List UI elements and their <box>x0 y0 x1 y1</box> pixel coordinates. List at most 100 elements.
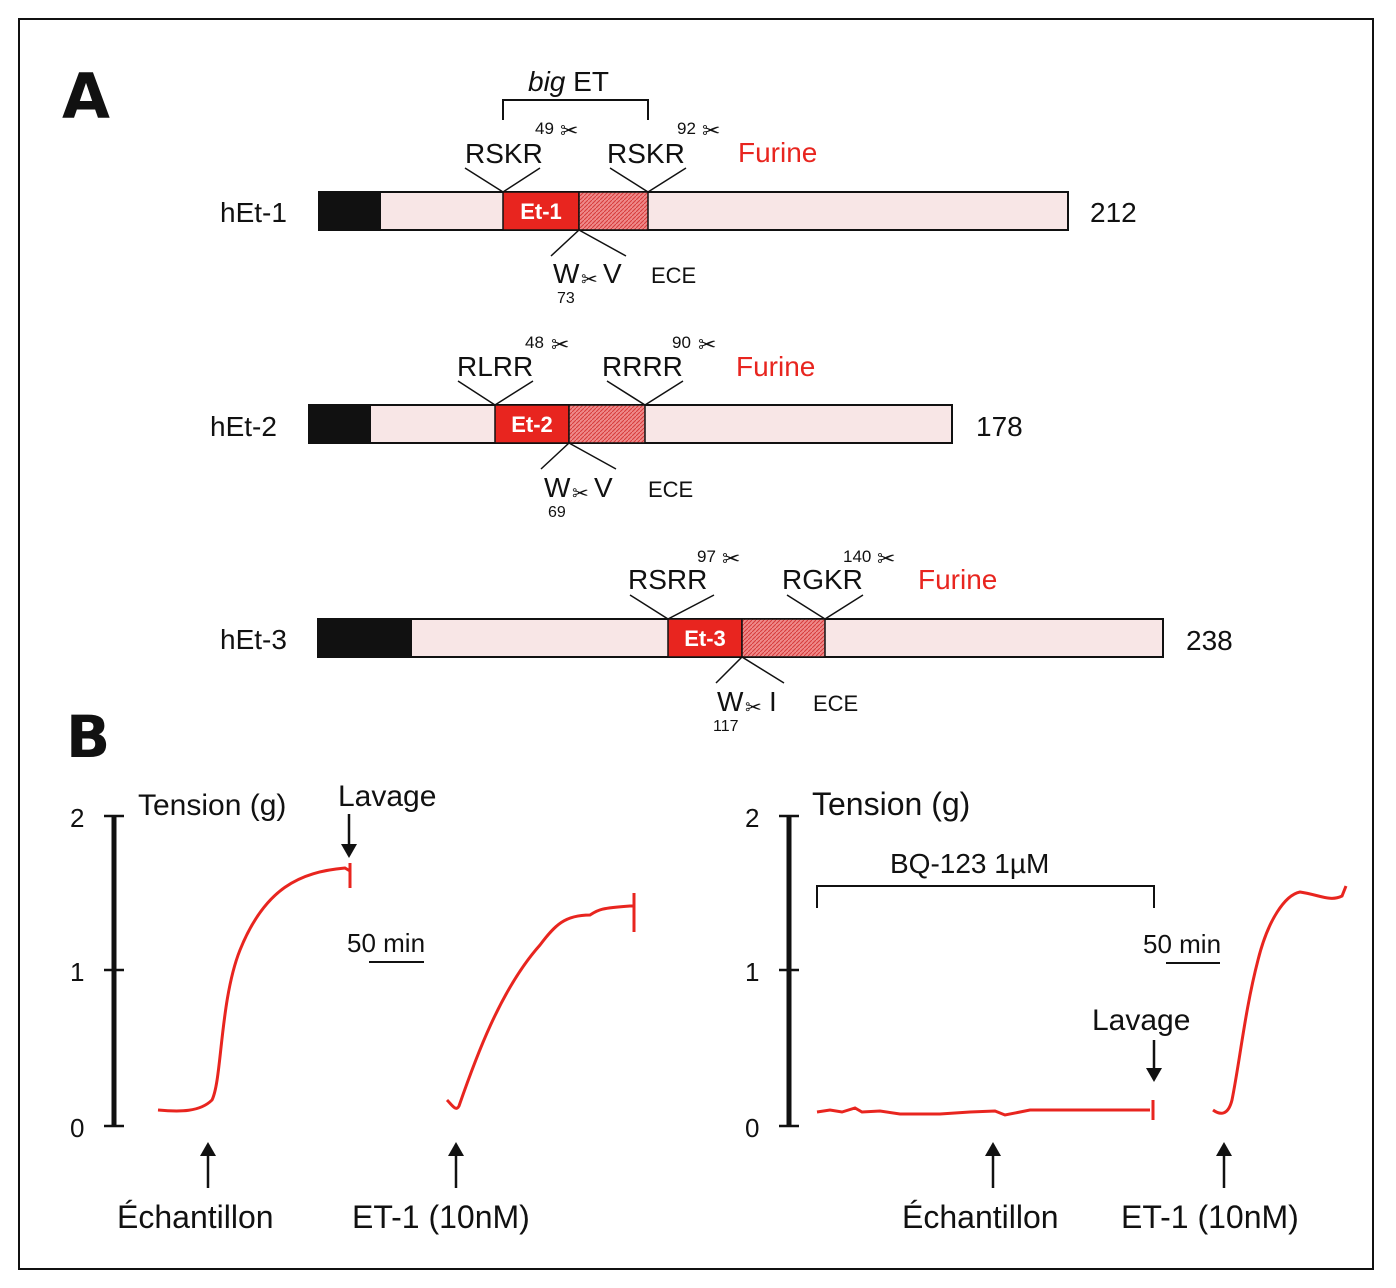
up-arrow-icon <box>448 1142 464 1156</box>
furin-pos-2: 140 <box>843 547 871 566</box>
up-arrow-icon <box>985 1142 1001 1156</box>
furin-pos-1: 97 <box>697 547 716 566</box>
cleavage-line <box>464 167 541 193</box>
construct-het2: hEt-2 Et-2 178 RLRR 48 ✂ RRRR 90 ✂ Furin… <box>210 332 1023 521</box>
scissors-icon: ✂ <box>698 332 716 357</box>
y-tick-label: 0 <box>70 1113 84 1143</box>
ece-pos: 69 <box>548 504 566 521</box>
furin-seq-2: RSKR <box>607 138 685 169</box>
big-et-label: big ET <box>528 66 609 97</box>
scissors-icon: ✂ <box>722 546 740 571</box>
up-arrow-icon <box>1216 1142 1232 1156</box>
scissors-icon: ✂ <box>581 269 598 291</box>
y-axis-title: Tension (g) <box>812 786 970 822</box>
furin-pos-1: 49 <box>535 119 554 138</box>
signal-peptide <box>309 405 371 443</box>
tension-trace <box>157 866 351 1113</box>
arrow-label-et1: ET-1 (10nM) <box>1121 1199 1299 1235</box>
arrow-label-et1: ET-1 (10nM) <box>352 1199 530 1235</box>
ece-seq-left: W <box>544 472 571 503</box>
tension-trace-2 <box>445 904 633 1110</box>
lavage-label: Lavage <box>338 780 436 813</box>
furin-seq-2: RRRR <box>602 351 683 382</box>
y-tick-label: 1 <box>70 957 84 987</box>
y-tick-label: 2 <box>70 803 84 833</box>
y-tick-label: 2 <box>745 803 759 833</box>
ece-seq-left: W <box>717 686 744 717</box>
furin-seq-1: RSKR <box>465 138 543 169</box>
down-arrow-icon <box>341 844 357 858</box>
cleavage-line <box>606 380 684 406</box>
construct-name: hEt-1 <box>220 197 287 228</box>
furin-seq-1: RSRR <box>628 564 707 595</box>
signal-peptide <box>318 619 412 657</box>
c-terminal-fragment <box>568 404 646 444</box>
scale-label: 50 min <box>347 928 425 958</box>
scale-label: 50 min <box>1143 929 1221 959</box>
right-trace-panel: 2 1 0 Tension (g) BQ-123 1µM 50 min Lava… <box>745 786 1348 1235</box>
c-terminal-fragment <box>578 191 649 231</box>
up-arrow-icon <box>200 1142 216 1156</box>
tension-trace <box>816 1106 1150 1117</box>
ece-pos: 73 <box>557 290 575 307</box>
panel-a-letter: A <box>62 60 110 133</box>
construct-name: hEt-2 <box>210 411 277 442</box>
scissors-icon: ✂ <box>702 118 720 143</box>
cleavage-line <box>540 442 617 470</box>
ece-label: ECE <box>648 477 693 502</box>
ece-pos: 117 <box>713 718 739 735</box>
cleavage-line <box>609 167 687 193</box>
precursor-length: 178 <box>976 411 1023 442</box>
left-trace-panel: 2 1 0 Tension (g) Lavage 50 min Échantil… <box>70 780 636 1235</box>
cleavage-line <box>457 380 534 406</box>
bq123-bracket <box>816 885 1155 908</box>
signal-peptide <box>319 192 381 230</box>
precursor-length: 212 <box>1090 197 1137 228</box>
y-axis-title: Tension (g) <box>138 789 286 822</box>
bracket-label: BQ-123 1µM <box>890 848 1049 879</box>
down-arrow-icon <box>1146 1068 1162 1082</box>
ece-label: ECE <box>813 691 858 716</box>
furin-seq-1: RLRR <box>457 351 533 382</box>
construct-het1: hEt-1 Et-1 212 RSKR 49 ✂ RSKR 92 ✂ Furin… <box>220 118 1137 307</box>
arrow-label-sample: Échantillon <box>117 1199 274 1235</box>
furin-pos-2: 90 <box>672 333 691 352</box>
furin-label: Furine <box>738 137 817 168</box>
arrow-label-sample: Échantillon <box>902 1199 1059 1235</box>
cleavage-line <box>629 594 715 620</box>
furin-pos-2: 92 <box>677 119 696 138</box>
cleavage-line <box>550 229 627 257</box>
lavage-label: Lavage <box>1092 1004 1190 1037</box>
y-tick-label: 0 <box>745 1113 759 1143</box>
cleavage-line <box>715 656 785 684</box>
c-terminal-fragment <box>741 618 826 658</box>
peptide-label: Et-3 <box>684 626 726 651</box>
ece-label: ECE <box>651 263 696 288</box>
mature-peptide <box>667 618 743 658</box>
furin-seq-2: RGKR <box>782 564 863 595</box>
peptide-label: Et-2 <box>511 412 553 437</box>
tension-trace-2 <box>1212 885 1348 1115</box>
panel-b-letter: B <box>66 703 110 771</box>
scissors-icon: ✂ <box>551 332 569 357</box>
ece-seq-right: I <box>769 686 777 717</box>
big-et-bracket: big ET <box>502 66 649 120</box>
mature-peptide <box>502 191 580 231</box>
scissors-icon: ✂ <box>877 546 895 571</box>
cleavage-line <box>786 594 864 620</box>
peptide-label: Et-1 <box>520 199 562 224</box>
furin-label: Furine <box>918 564 997 595</box>
y-tick-label: 1 <box>745 957 759 987</box>
ece-seq-left: W <box>553 258 580 289</box>
precursor-bar <box>318 191 1069 231</box>
big-et-italic: big <box>528 66 566 97</box>
big-et-text: ET <box>565 66 609 97</box>
furin-pos-1: 48 <box>525 333 544 352</box>
ece-seq-right: V <box>603 258 622 289</box>
scissors-icon: ✂ <box>560 118 578 143</box>
scissors-icon: ✂ <box>572 483 589 505</box>
scissors-icon: ✂ <box>745 697 762 719</box>
construct-het3: hEt-3 Et-3 238 RSRR 97 ✂ RGKR 140 ✂ Furi… <box>220 546 1233 735</box>
ece-seq-right: V <box>594 472 613 503</box>
